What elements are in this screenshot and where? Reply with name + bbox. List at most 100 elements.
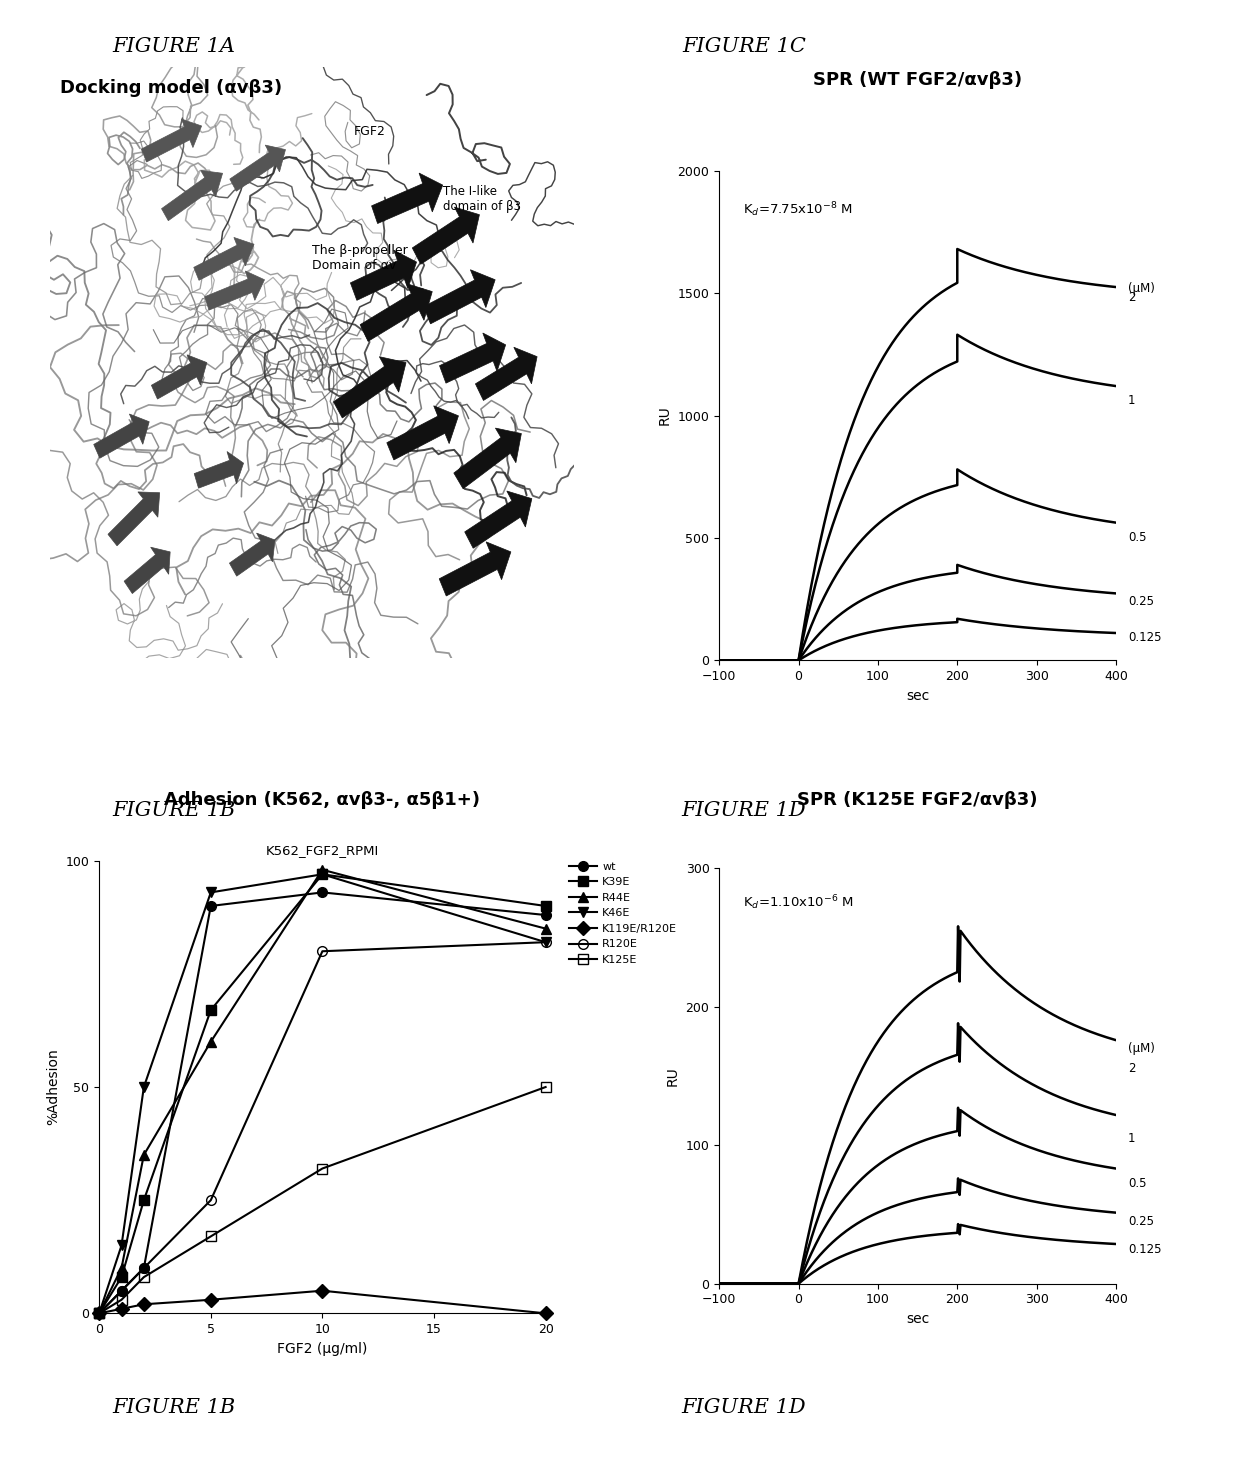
Line: K119E/R120E: K119E/R120E [94,1285,551,1318]
Polygon shape [94,414,149,459]
K39E [315,865,330,883]
wt [136,1258,151,1276]
Line: K125E: K125E [94,1082,551,1318]
Text: FIGURE 1A: FIGURE 1A [112,37,236,56]
K119E/R120E [92,1304,107,1322]
Y-axis label: RU: RU [666,1066,680,1086]
Text: 2: 2 [1128,1063,1136,1076]
Polygon shape [151,355,207,399]
K46E [114,1236,129,1254]
Polygon shape [193,237,254,280]
R120E [92,1304,107,1322]
Polygon shape [454,427,521,488]
Polygon shape [229,533,275,576]
Text: FIGURE 1D: FIGURE 1D [682,1398,806,1417]
Polygon shape [334,356,405,418]
Polygon shape [465,491,532,548]
wt [114,1282,129,1300]
Text: FGF2: FGF2 [353,125,386,138]
Y-axis label: %Adhesion: %Adhesion [46,1049,60,1125]
Text: 0.25: 0.25 [1128,595,1154,608]
Polygon shape [108,491,160,546]
Text: 0.125: 0.125 [1128,631,1162,644]
X-axis label: FGF2 (μg/ml): FGF2 (μg/ml) [278,1342,367,1355]
Text: 0.25: 0.25 [1128,1215,1154,1227]
Polygon shape [205,272,264,310]
Text: SPR (K125E FGF2/αvβ3): SPR (K125E FGF2/αvβ3) [797,791,1038,809]
Text: (μM): (μM) [1128,282,1154,295]
Text: 0.125: 0.125 [1128,1242,1162,1255]
Legend: wt, K39E, R44E, K46E, K119E/R120E, R120E, K125E: wt, K39E, R44E, K46E, K119E/R120E, R120E… [564,858,682,969]
R120E [315,942,330,960]
Line: wt: wt [94,887,551,1318]
Polygon shape [439,332,506,383]
K39E [538,896,553,914]
R44E [114,1258,129,1276]
K119E/R120E [315,1282,330,1300]
R120E [136,1258,151,1276]
K125E [203,1227,218,1245]
K46E [203,883,218,901]
K46E [92,1304,107,1322]
K125E [92,1304,107,1322]
Line: K46E: K46E [94,870,551,1318]
Polygon shape [229,145,285,191]
Text: 2: 2 [1128,291,1136,304]
Text: FIGURE 1D: FIGURE 1D [682,801,806,821]
K119E/R120E [203,1291,218,1309]
Polygon shape [195,451,243,488]
Polygon shape [387,405,459,460]
R44E [92,1304,107,1322]
wt [315,883,330,901]
X-axis label: sec: sec [906,1312,929,1325]
Text: Adhesion (K562, αvβ3-, α5β1+): Adhesion (K562, αvβ3-, α5β1+) [165,791,480,809]
Text: (μM): (μM) [1128,1042,1154,1055]
Polygon shape [351,251,417,300]
R44E [315,861,330,879]
Polygon shape [372,174,443,224]
Text: The I-like
domain of β3: The I-like domain of β3 [443,186,521,214]
X-axis label: sec: sec [906,689,929,702]
Polygon shape [413,208,480,264]
Text: FIGURE 1B: FIGURE 1B [112,801,236,821]
K39E [203,1002,218,1020]
Text: Docking model (αvβ3): Docking model (αvβ3) [60,79,283,96]
Text: 0.5: 0.5 [1128,531,1147,545]
wt [203,896,218,914]
Text: FIGURE 1C: FIGURE 1C [682,37,806,56]
Title: K562_FGF2_RPMI: K562_FGF2_RPMI [265,844,379,856]
R44E [203,1033,218,1051]
K125E [114,1291,129,1309]
Y-axis label: RU: RU [658,405,672,426]
Text: 0.5: 0.5 [1128,1177,1147,1190]
Polygon shape [475,347,537,401]
Line: R44E: R44E [94,865,551,1318]
R120E [203,1192,218,1209]
R120E [114,1282,129,1300]
Polygon shape [161,171,222,221]
Text: K$_{d}$=7.75x10$^{-8}$ M: K$_{d}$=7.75x10$^{-8}$ M [743,200,853,218]
K119E/R120E [114,1300,129,1318]
Text: FIGURE 1B: FIGURE 1B [112,1398,236,1417]
K46E [538,933,553,951]
Polygon shape [424,270,495,324]
K119E/R120E [136,1296,151,1313]
K125E [315,1159,330,1177]
K46E [315,865,330,883]
Polygon shape [360,283,433,341]
K39E [136,1192,151,1209]
Polygon shape [439,542,511,597]
R44E [538,920,553,938]
K39E [92,1304,107,1322]
Text: The β-propeller
Domain of αv: The β-propeller Domain of αv [311,245,408,272]
Text: 1: 1 [1128,395,1136,407]
wt [92,1304,107,1322]
Text: 1: 1 [1128,1132,1136,1144]
R44E [136,1146,151,1163]
K119E/R120E [538,1304,553,1322]
Text: K$_{d}$=1.10x10$^{-6}$ M: K$_{d}$=1.10x10$^{-6}$ M [743,893,854,911]
Line: K39E: K39E [94,870,551,1318]
wt [538,907,553,925]
K125E [538,1077,553,1095]
Polygon shape [141,119,202,162]
